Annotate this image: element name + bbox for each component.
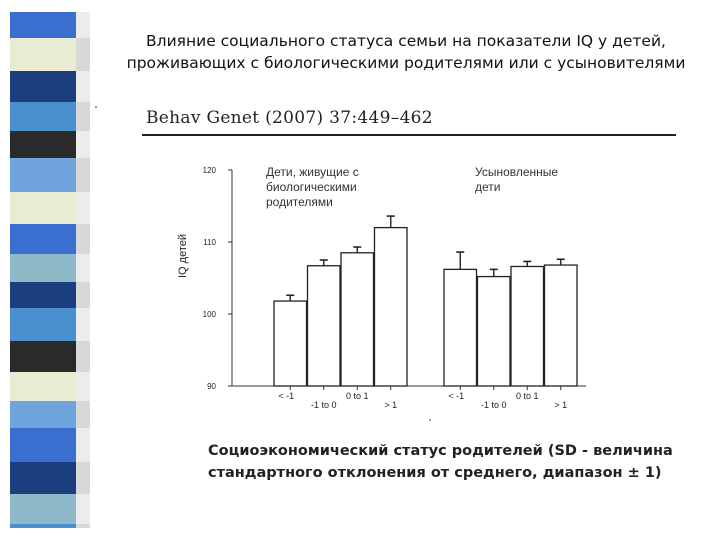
slide-title-line-2: проживающих с биологическими родителями … <box>126 54 686 72</box>
journal-citation: Behav Genet (2007) 37:449–462 <box>146 108 433 128</box>
stripe-block <box>10 254 76 282</box>
x-tick-label: < -1 <box>448 391 464 401</box>
chart-caption: Социоэкономический статус родителей (SD … <box>208 440 673 484</box>
x-tick-label: 0 to 1 <box>516 391 539 401</box>
stripe-block <box>10 308 76 341</box>
x-tick-label: 0 to 1 <box>346 391 369 401</box>
stripe-shade <box>76 102 90 131</box>
bar <box>543 264 578 387</box>
stripe-block <box>10 158 76 192</box>
y-tick-label: 110 <box>203 238 216 247</box>
stripe-shade <box>76 71 90 102</box>
x-tick-label: < -1 <box>278 391 294 401</box>
y-tick-label: 90 <box>207 382 216 391</box>
decorative-stripe-bar <box>0 0 92 540</box>
caption-line-1: Социоэкономический статус родителей (SD … <box>208 443 673 459</box>
stripe-block <box>10 192 76 224</box>
stripe-shade <box>76 282 90 308</box>
stripe-block <box>10 372 76 401</box>
stripe-block <box>10 131 76 158</box>
stripe-block <box>10 524 76 528</box>
stripe-shade <box>76 524 90 528</box>
stripe-shade <box>76 462 90 494</box>
y-axis-title: IQ детей <box>177 234 189 278</box>
y-tick-label: 120 <box>203 166 217 175</box>
bar <box>340 252 375 387</box>
group-label: биологическими <box>266 180 357 194</box>
stripe-block <box>10 38 76 71</box>
group-label: Дети, живущие с <box>266 165 359 179</box>
bar <box>476 275 511 387</box>
stripe-block <box>10 401 76 428</box>
decorative-dot <box>95 106 97 108</box>
stripe-shade <box>76 158 90 192</box>
stripe-shade <box>76 372 90 401</box>
bar <box>306 265 341 387</box>
decorative-dot <box>429 419 431 421</box>
stripe-shade <box>76 494 90 524</box>
x-tick-label: -1 to 0 <box>311 400 337 410</box>
y-tick-label: 100 <box>203 310 217 319</box>
stripe-block <box>10 102 76 131</box>
stripe-shade <box>76 401 90 428</box>
group-label: Усыновленные <box>475 165 558 179</box>
stripe-shade <box>76 131 90 158</box>
stripe-shade <box>76 38 90 71</box>
stripe-block <box>10 282 76 308</box>
x-tick-label: -1 to 0 <box>481 400 507 410</box>
stripe-block <box>10 224 76 254</box>
stripe-shade <box>76 224 90 254</box>
bar <box>373 226 408 387</box>
bar <box>273 300 308 387</box>
x-tick-label: > 1 <box>554 400 567 410</box>
x-tick-label: > 1 <box>384 400 397 410</box>
stripe-block <box>10 341 76 372</box>
bar <box>443 268 478 387</box>
stripe-shade <box>76 12 90 38</box>
bar <box>510 265 545 387</box>
stripe-block <box>10 428 76 462</box>
stripe-shade <box>76 192 90 224</box>
stripe-shade <box>76 308 90 341</box>
stripe-block <box>10 494 76 524</box>
citation-divider <box>142 134 676 136</box>
stripe-block <box>10 12 76 38</box>
caption-line-2: стандартного отклонения от среднего, диа… <box>208 465 662 481</box>
slide-title-line-1: Влияние социального статуса семьи на пок… <box>146 32 666 50</box>
slide-title: Влияние социального статуса семьи на пок… <box>92 30 720 74</box>
group-label: дети <box>475 180 500 194</box>
group-label: родителями <box>266 195 333 209</box>
stripe-block <box>10 71 76 102</box>
stripe-shade <box>76 428 90 462</box>
stripe-block <box>10 462 76 494</box>
stripe-shade <box>76 254 90 282</box>
stripe-shade <box>76 341 90 372</box>
